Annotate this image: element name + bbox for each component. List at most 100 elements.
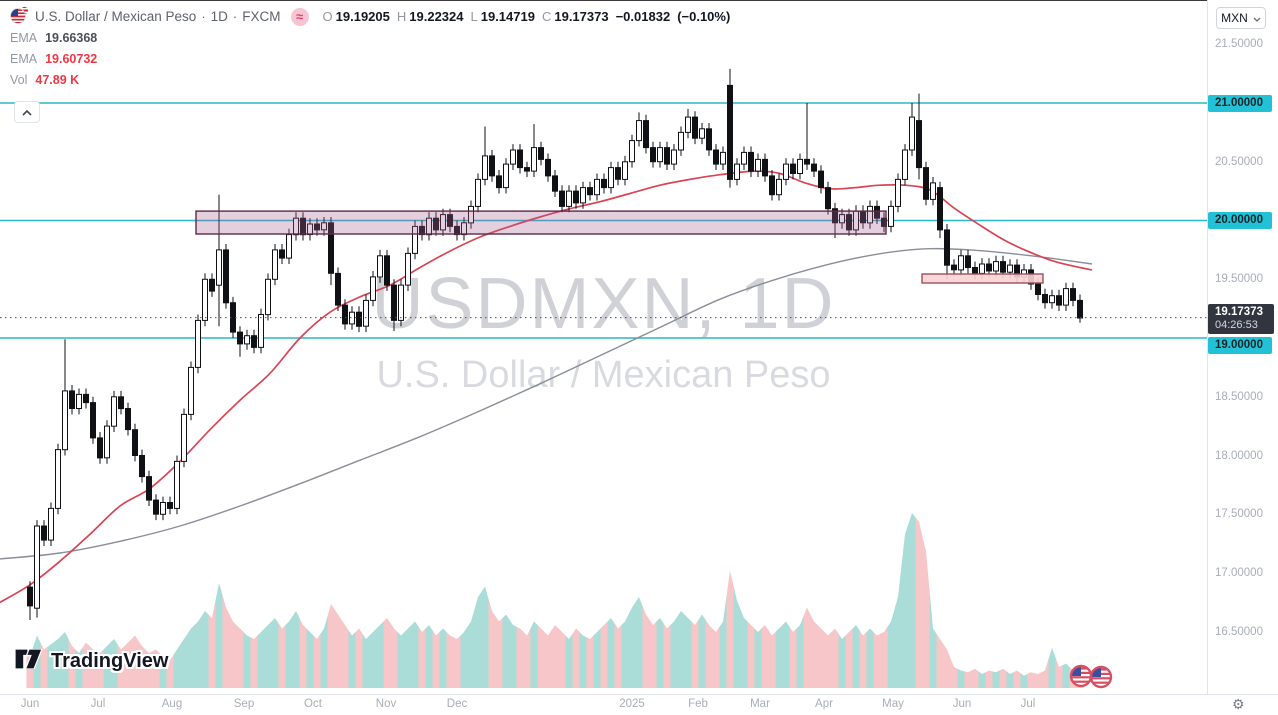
volume-bar xyxy=(887,609,895,688)
candle-up xyxy=(174,460,180,509)
candle-down xyxy=(874,205,880,219)
volume-bar xyxy=(803,607,811,688)
volume-bar xyxy=(733,585,741,688)
close-value: 19.17373 xyxy=(554,9,609,24)
candle-down xyxy=(986,263,992,272)
indicator-row-ema-1[interactable]: EMA 19.66368 xyxy=(10,27,730,48)
volume-bar xyxy=(1027,672,1035,688)
volume-bar xyxy=(810,614,818,688)
volume-bar xyxy=(915,517,923,688)
candle-up xyxy=(510,149,516,165)
candle-down xyxy=(965,255,971,269)
tradingview-logo[interactable]: TradingView xyxy=(14,648,168,674)
volume-bar xyxy=(873,632,881,688)
ema-line[interactable] xyxy=(0,170,1093,604)
volume-bar xyxy=(565,633,573,688)
candle-down xyxy=(279,249,285,259)
volume-bar xyxy=(635,597,643,688)
candle-down xyxy=(573,190,579,204)
candle-up xyxy=(888,205,894,227)
volume-bar xyxy=(229,614,237,688)
candle-down xyxy=(790,163,796,175)
price-axis[interactable]: MXN 21.50000 20.50000 19.50000 18.50000 18.0… xyxy=(1207,0,1278,694)
chart-canvas[interactable] xyxy=(0,0,1207,694)
delayed-data-icon[interactable]: ≈ xyxy=(290,7,309,26)
currency-selector-button[interactable]: MXN xyxy=(1216,7,1266,29)
volume-bar xyxy=(40,642,48,688)
candle-up xyxy=(76,393,82,409)
candle-down xyxy=(944,229,950,266)
volume-bar xyxy=(663,623,671,688)
indicator-value: 19.60732 xyxy=(45,51,98,66)
indicator-row-ema-2[interactable]: EMA 19.60732 xyxy=(10,48,730,69)
volume-bar xyxy=(670,616,678,688)
candle-up xyxy=(503,163,509,189)
volume-bar xyxy=(712,626,720,688)
supply-demand-zone[interactable] xyxy=(921,273,1044,284)
time-axis-label: Feb xyxy=(688,698,708,710)
candle-down xyxy=(804,158,810,165)
volume-bar xyxy=(894,565,902,688)
time-axis-label: Jun xyxy=(952,698,972,710)
candle-down xyxy=(146,476,152,501)
volume-bar xyxy=(691,619,699,688)
volume-bar xyxy=(726,570,734,688)
volume-bar xyxy=(761,625,769,688)
open-value: 19.19205 xyxy=(335,9,390,24)
candle-up xyxy=(440,214,446,231)
change-value: −0.01832 xyxy=(615,9,671,24)
candle-down xyxy=(1070,288,1076,301)
time-axis-label: Sep xyxy=(233,698,255,710)
candle-down xyxy=(433,217,439,231)
volume-bar xyxy=(243,632,251,688)
legend-collapse-button[interactable] xyxy=(14,101,40,123)
candle-down xyxy=(447,214,453,227)
economic-calendar-events[interactable] xyxy=(1066,660,1120,699)
time-axis-label: Apr xyxy=(815,698,833,710)
volume-bar xyxy=(334,609,342,688)
candle-down xyxy=(517,149,523,169)
candle-down xyxy=(209,278,215,292)
symbol-flag-icon xyxy=(10,5,29,28)
volume-bar xyxy=(446,632,454,688)
volume-bar xyxy=(684,614,692,688)
time-axis-label: May xyxy=(882,698,904,710)
volume-bar xyxy=(460,626,468,688)
current-price-value: 19.17373 xyxy=(1215,306,1263,318)
candle-down xyxy=(937,187,943,231)
volume-bar xyxy=(824,632,832,688)
candle-down xyxy=(132,429,138,457)
indicator-row-volume[interactable]: Vol 47.89 K xyxy=(10,69,730,90)
candle-up xyxy=(755,158,761,172)
candle-up xyxy=(370,276,376,301)
currency-label: MXN xyxy=(1221,11,1248,25)
time-axis-label: Dec xyxy=(446,698,468,710)
exchange-label[interactable]: FXCM xyxy=(242,9,281,24)
candle-up xyxy=(258,314,264,348)
candle-down xyxy=(818,170,824,189)
ema-line[interactable] xyxy=(0,247,1093,560)
volume-bar xyxy=(789,626,797,688)
volume-bar xyxy=(299,618,307,688)
volume-bar xyxy=(628,602,636,688)
volume-bar xyxy=(908,513,916,688)
chart-legend: U.S. Dollar / Mexican Peso · 1D · FXCM ≈… xyxy=(10,5,731,90)
change-percent: (−0.10%) xyxy=(677,9,731,24)
symbol-title[interactable]: U.S. Dollar / Mexican Peso xyxy=(35,9,197,24)
candle-down xyxy=(356,311,362,327)
price-tick-label: 17.00000 xyxy=(1215,567,1263,579)
volume-bar xyxy=(488,598,496,688)
volume-bar xyxy=(1048,647,1056,688)
time-axis[interactable]: ⚙ Jun Jul Aug Sep Oct Nov Dec 2025 Feb Mar Apr May J… xyxy=(0,694,1278,715)
candle-down xyxy=(496,175,502,189)
timeframe-label[interactable]: 1D xyxy=(210,9,228,24)
candle-down xyxy=(1042,294,1048,304)
settings-icon[interactable]: ⚙ xyxy=(1232,696,1245,712)
volume-bar xyxy=(306,628,314,688)
candle-down xyxy=(237,331,243,345)
candle-down xyxy=(1056,295,1062,306)
supply-demand-zone[interactable] xyxy=(195,210,887,235)
high-label: H xyxy=(396,9,407,24)
volume-bar xyxy=(194,616,202,688)
volume-bar xyxy=(236,625,244,688)
